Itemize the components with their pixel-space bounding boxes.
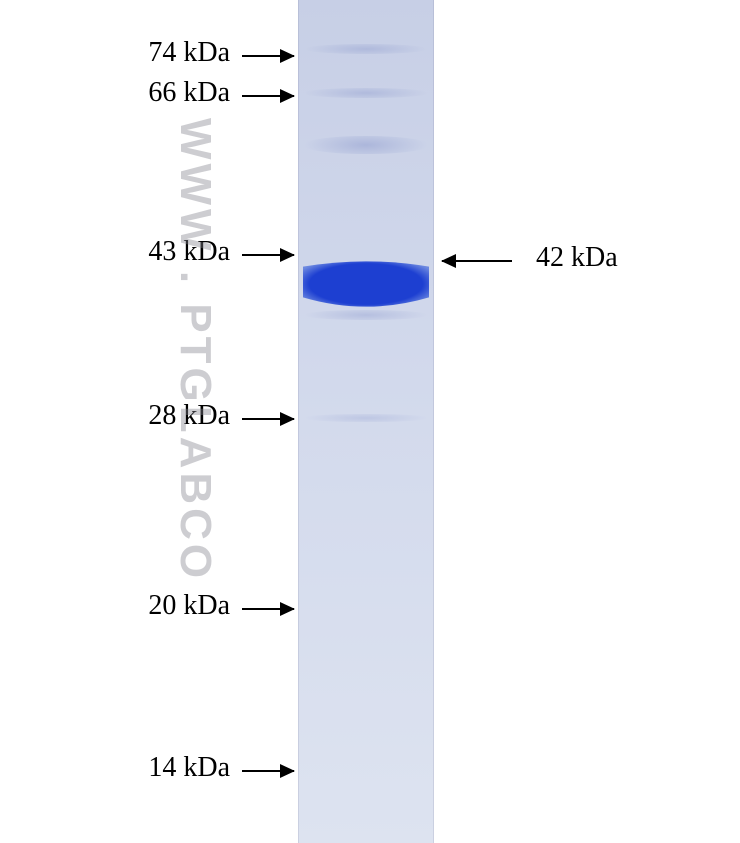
mw-marker-arrow	[242, 95, 294, 97]
watermark-line: PTGLABCO	[171, 303, 220, 582]
mw-marker-label: 14 kDa	[120, 752, 230, 784]
faint-band	[302, 44, 430, 54]
mw-marker-label: 20 kDa	[120, 590, 230, 622]
faint-band	[302, 414, 430, 422]
mw-marker-arrow	[242, 770, 294, 772]
faint-band	[302, 88, 430, 98]
watermark-line: WWW	[171, 118, 220, 255]
sample-band-label: 42 kDa	[536, 242, 618, 274]
mw-marker-arrow	[242, 55, 294, 57]
mw-marker-arrow	[242, 608, 294, 610]
sample-band-arrow	[442, 260, 512, 262]
mw-marker-arrow	[242, 254, 294, 256]
mw-marker-label: 66 kDa	[120, 77, 230, 109]
watermark-dot: .	[171, 255, 220, 304]
mw-marker-arrow	[242, 418, 294, 420]
gel-figure: 74 kDa66 kDa43 kDa28 kDa20 kDa14 kDa 42 …	[0, 0, 740, 843]
main-protein-band	[301, 258, 431, 316]
faint-band	[302, 136, 430, 154]
mw-marker-label: 74 kDa	[120, 37, 230, 69]
watermark-text: WWW . PTGLABCO	[170, 118, 220, 582]
